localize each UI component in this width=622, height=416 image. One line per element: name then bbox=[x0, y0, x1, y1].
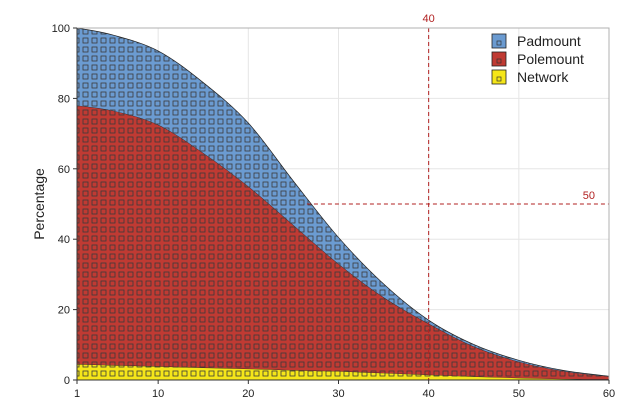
x-tick-label: 50 bbox=[513, 388, 525, 400]
legend-swatch-mark-network bbox=[496, 76, 502, 82]
ref-label-x: 40 bbox=[423, 13, 435, 25]
x-tick-label: 40 bbox=[423, 388, 435, 400]
reference-lines: 40 50 bbox=[306, 13, 609, 380]
x-tick-label: 1 bbox=[74, 388, 80, 400]
y-tick-label: 40 bbox=[58, 234, 70, 246]
x-tick-label: 10 bbox=[152, 388, 164, 400]
legend-swatch-mark-padmount bbox=[496, 40, 502, 46]
legend-label-padmount: Padmount bbox=[517, 33, 581, 49]
area-outline-padmount bbox=[76, 27, 610, 377]
area-series bbox=[76, 27, 610, 380]
y-tick-label: 20 bbox=[58, 305, 70, 317]
x-tick-label: 60 bbox=[603, 388, 615, 400]
y-tick-label: 0 bbox=[64, 375, 70, 387]
ref-label-y: 50 bbox=[583, 190, 595, 202]
x-tick-label: 30 bbox=[332, 388, 344, 400]
legend-label-polemount: Polemount bbox=[517, 51, 584, 67]
y-axis-title: Percentage bbox=[31, 168, 47, 240]
y-tick-label: 100 bbox=[52, 23, 70, 35]
legend-label-network: Network bbox=[517, 69, 569, 85]
y-tick-label: 80 bbox=[58, 93, 70, 105]
area-pattern-polemount bbox=[77, 105, 609, 380]
axes: 1 10 20 30 40 50 60 0 20 40 60 80 100 bbox=[52, 23, 615, 400]
area-pattern-padmount bbox=[77, 28, 609, 377]
x-tick-label: 20 bbox=[242, 388, 254, 400]
legend: Padmount Polemount Network bbox=[491, 33, 584, 85]
legend-swatch-mark-polemount bbox=[496, 58, 502, 64]
y-tick-label: 60 bbox=[58, 164, 70, 176]
